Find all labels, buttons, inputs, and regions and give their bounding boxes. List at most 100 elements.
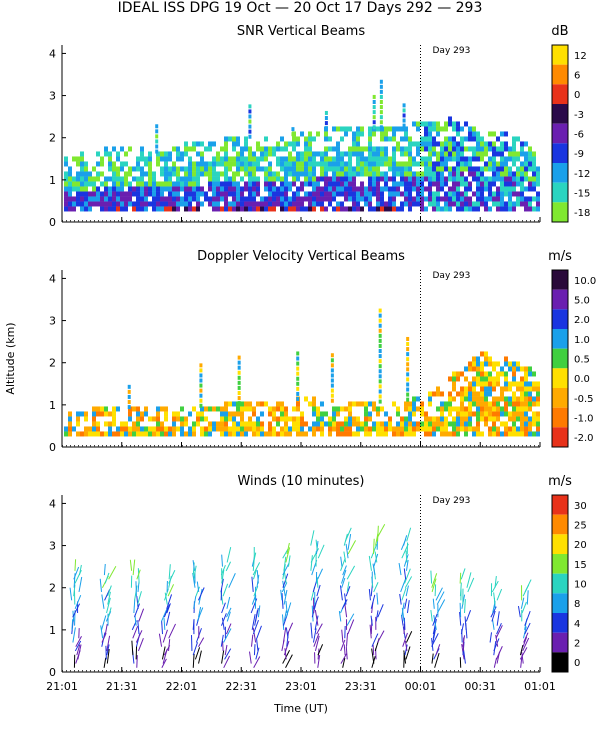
heatmap-streak: [127, 400, 131, 405]
heatmap-cell: [424, 206, 428, 212]
heatmap-cell: [372, 166, 376, 172]
heatmap-cell: [80, 166, 84, 172]
wind-barb: [520, 597, 525, 609]
heatmap-cell: [152, 431, 156, 437]
heatmap-cell: [144, 426, 148, 432]
heatmap-cell: [88, 431, 92, 437]
heatmap-cell: [468, 126, 472, 132]
colorbar-swatch: [552, 368, 568, 388]
heatmap-cell: [332, 176, 336, 182]
heatmap-streak: [378, 369, 382, 374]
heatmap-cell: [368, 206, 372, 212]
heatmap-cell: [204, 171, 208, 177]
heatmap-cell: [452, 386, 456, 392]
heatmap-cell: [128, 181, 132, 187]
wind-barb: [163, 604, 170, 618]
heatmap-cell: [356, 426, 360, 432]
heatmap-cell: [252, 186, 256, 192]
heatmap-cell: [420, 206, 424, 212]
heatmap-cell: [140, 156, 144, 162]
wind-barb: [74, 594, 82, 609]
heatmap-cell: [120, 176, 124, 182]
heatmap-cell: [440, 391, 444, 397]
heatmap-cell: [348, 421, 352, 427]
heatmap-cell: [196, 421, 200, 427]
heatmap-cell: [488, 391, 492, 397]
heatmap-streak: [248, 124, 252, 129]
heatmap-cell: [496, 406, 500, 412]
heatmap-cell: [408, 191, 412, 197]
heatmap-cell: [424, 196, 428, 202]
heatmap-cell: [444, 421, 448, 427]
heatmap-cell: [524, 421, 528, 427]
heatmap-cell: [528, 196, 532, 202]
heatmap-cell: [368, 186, 372, 192]
heatmap-cell: [292, 141, 296, 147]
heatmap-cell: [472, 151, 476, 157]
heatmap-cell: [292, 206, 296, 212]
heatmap-cell: [296, 426, 300, 432]
colorbar-label: -2.0: [574, 433, 594, 444]
wind-barb: [343, 644, 346, 656]
heatmap-streak: [237, 370, 241, 375]
heatmap-cell: [204, 166, 208, 172]
heatmap-cell: [364, 421, 368, 427]
heatmap-cell: [300, 186, 304, 192]
heatmap-cell: [300, 411, 304, 417]
heatmap-cell: [160, 406, 164, 412]
heatmap-cell: [392, 201, 396, 207]
wind-barb: [131, 640, 134, 656]
heatmap-cell: [476, 421, 480, 427]
heatmap-cell: [480, 191, 484, 197]
heatmap-cell: [460, 401, 464, 407]
heatmap-cell: [224, 196, 228, 202]
heatmap-cell: [272, 191, 276, 197]
heatmap-cell: [132, 431, 136, 437]
heatmap-cell: [516, 396, 520, 402]
heatmap-cell: [516, 406, 520, 412]
heatmap-cell: [344, 131, 348, 137]
heatmap-streak: [402, 123, 406, 128]
heatmap-cell: [152, 171, 156, 177]
heatmap-cell: [348, 191, 352, 197]
wind-barb: [221, 617, 225, 630]
heatmap-cell: [380, 201, 384, 207]
heatmap-cell: [268, 171, 272, 177]
heatmap-cell: [400, 136, 404, 142]
heatmap-cell: [328, 161, 332, 167]
heatmap-cell: [288, 206, 292, 212]
colorbar-label: 0: [574, 90, 580, 101]
heatmap-cell: [320, 196, 324, 202]
heatmap-cell: [496, 361, 500, 367]
heatmap-cell: [240, 421, 244, 427]
heatmap-cell: [516, 411, 520, 417]
heatmap-cell: [436, 391, 440, 397]
heatmap-cell: [380, 421, 384, 427]
heatmap-cell: [492, 426, 496, 432]
wind-barb: [314, 635, 320, 652]
day-marker-label: Day 293: [433, 271, 471, 281]
heatmap-cell: [104, 201, 108, 207]
heatmap-cell: [156, 186, 160, 192]
heatmap-cell: [232, 141, 236, 147]
heatmap-cell: [524, 401, 528, 407]
heatmap-cell: [208, 426, 212, 432]
heatmap-cell: [420, 186, 424, 192]
panel-1-data: [64, 79, 540, 212]
heatmap-cell: [376, 406, 380, 412]
heatmap-cell: [404, 171, 408, 177]
heatmap-streak: [402, 113, 406, 118]
wind-barb: [285, 547, 291, 563]
heatmap-cell: [296, 176, 300, 182]
heatmap-cell: [284, 421, 288, 427]
wind-barb: [164, 588, 169, 601]
heatmap-cell: [428, 176, 432, 182]
heatmap-cell: [104, 196, 108, 202]
heatmap-cell: [312, 176, 316, 182]
heatmap-cell: [236, 156, 240, 162]
wind-barb: [371, 648, 375, 664]
heatmap-cell: [480, 156, 484, 162]
heatmap-cell: [244, 161, 248, 167]
heatmap-cell: [380, 191, 384, 197]
heatmap-cell: [252, 426, 256, 432]
